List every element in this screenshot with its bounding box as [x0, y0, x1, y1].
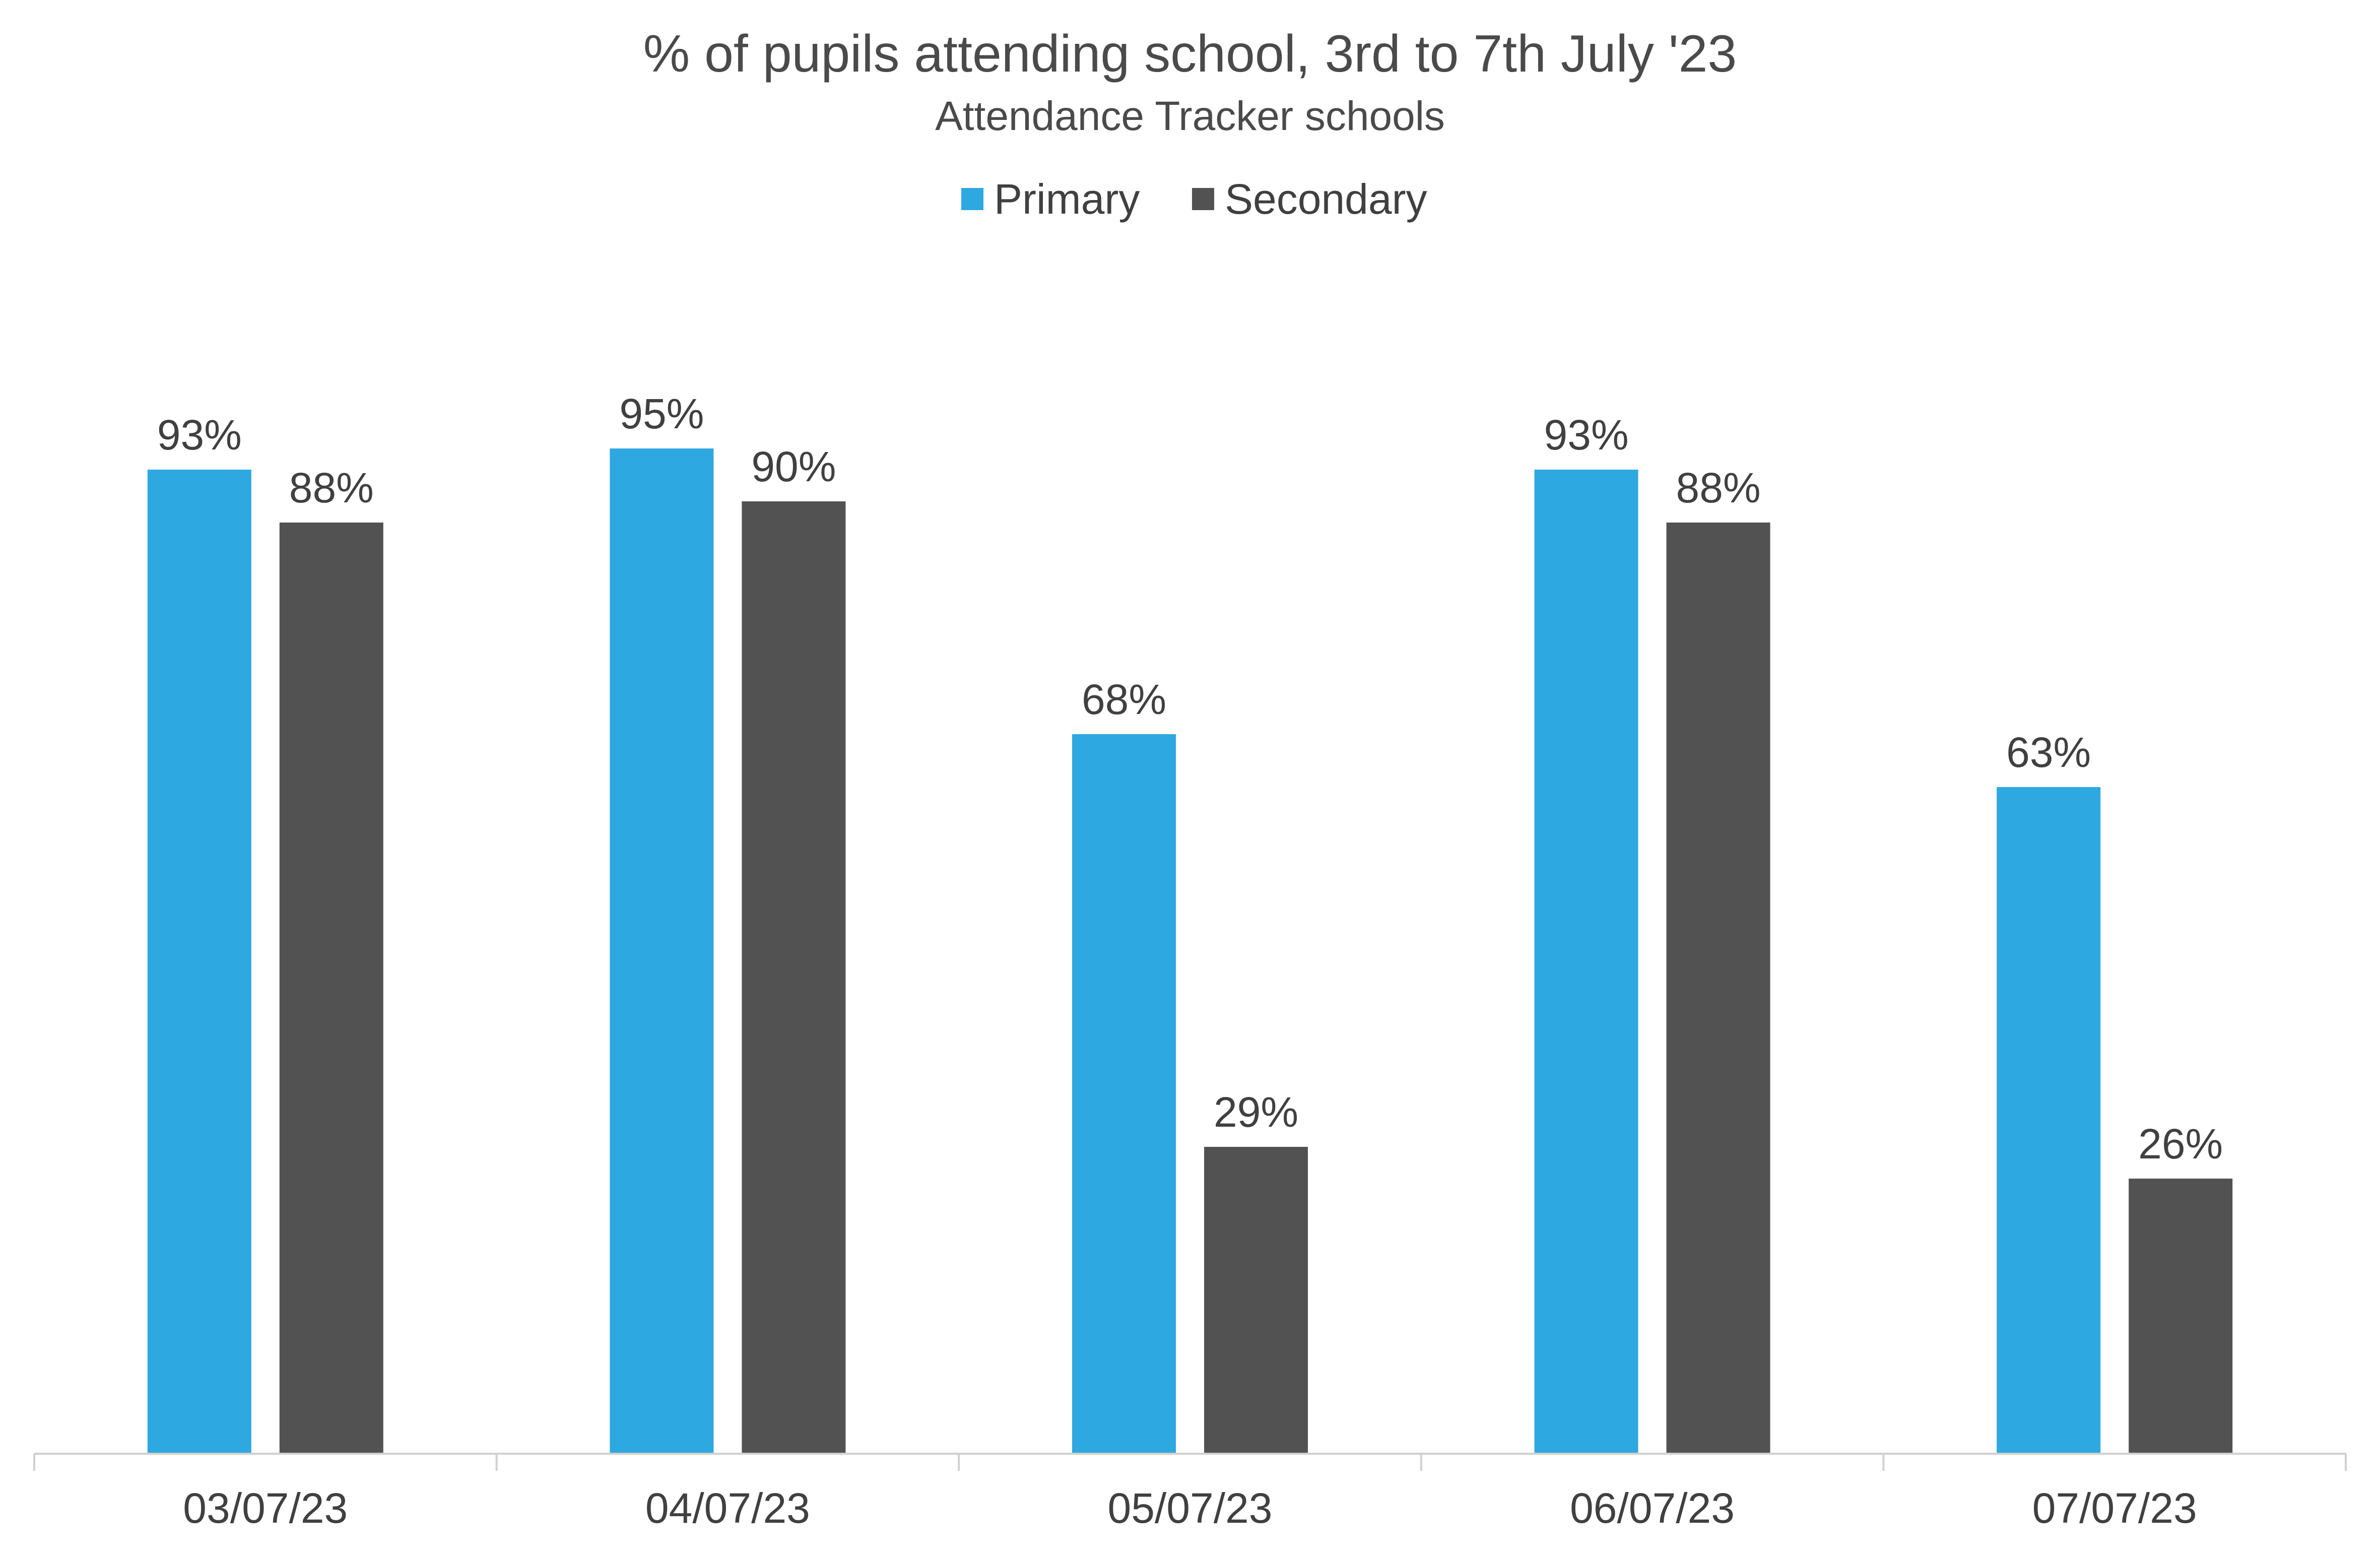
x-tick-label-4: 06/07/23 — [1570, 1484, 1735, 1532]
bar-secondary-3 — [1204, 1147, 1308, 1454]
data-label-secondary-5: 26% — [2138, 1120, 2223, 1168]
bar-primary-1 — [147, 470, 251, 1454]
x-axis — [33, 1453, 2347, 1471]
data-label-primary-1: 93% — [157, 411, 242, 459]
data-label-secondary-3: 29% — [1214, 1088, 1298, 1136]
legend-swatch-primary — [961, 188, 983, 210]
x-tick-label-1: 03/07/23 — [183, 1484, 348, 1532]
data-label-secondary-4: 88% — [1676, 464, 1761, 511]
data-label-secondary-2: 90% — [751, 443, 836, 490]
data-label-primary-2: 95% — [619, 390, 704, 437]
data-label-primary-4: 93% — [1544, 411, 1629, 459]
bar-primary-2 — [610, 448, 714, 1454]
data-labels-layer: 93% 88% 95% 90% 68% 29% 93% 88% 63% 26% — [157, 390, 2223, 1168]
x-tick-label-5: 07/07/23 — [2032, 1484, 2197, 1532]
bar-primary-4 — [1534, 470, 1638, 1454]
bar-secondary-2 — [742, 501, 846, 1454]
bar-secondary-1 — [279, 523, 383, 1454]
x-tick-label-3: 05/07/23 — [1108, 1484, 1273, 1532]
bar-secondary-4 — [1666, 523, 1770, 1454]
bar-primary-3 — [1072, 734, 1176, 1454]
legend: Primary Secondary — [961, 175, 1427, 223]
bars-layer — [147, 448, 2233, 1454]
bar-primary-5 — [1997, 787, 2101, 1454]
data-label-primary-5: 63% — [2006, 729, 2091, 776]
bar-secondary-5 — [2129, 1179, 2233, 1454]
legend-swatch-secondary — [1192, 188, 1214, 210]
legend-label-secondary: Secondary — [1225, 175, 1427, 223]
legend-label-primary: Primary — [994, 175, 1140, 223]
x-tick-labels: 03/07/23 04/07/23 05/07/23 06/07/23 07/07/23 — [183, 1484, 2197, 1532]
x-tick-label-2: 04/07/23 — [645, 1484, 810, 1532]
data-label-primary-3: 68% — [1082, 676, 1166, 723]
data-label-secondary-1: 88% — [289, 464, 374, 511]
chart-title: % of pupils attending school, 3rd to 7th… — [643, 25, 1737, 83]
chart-subtitle: Attendance Tracker schools — [935, 93, 1445, 139]
